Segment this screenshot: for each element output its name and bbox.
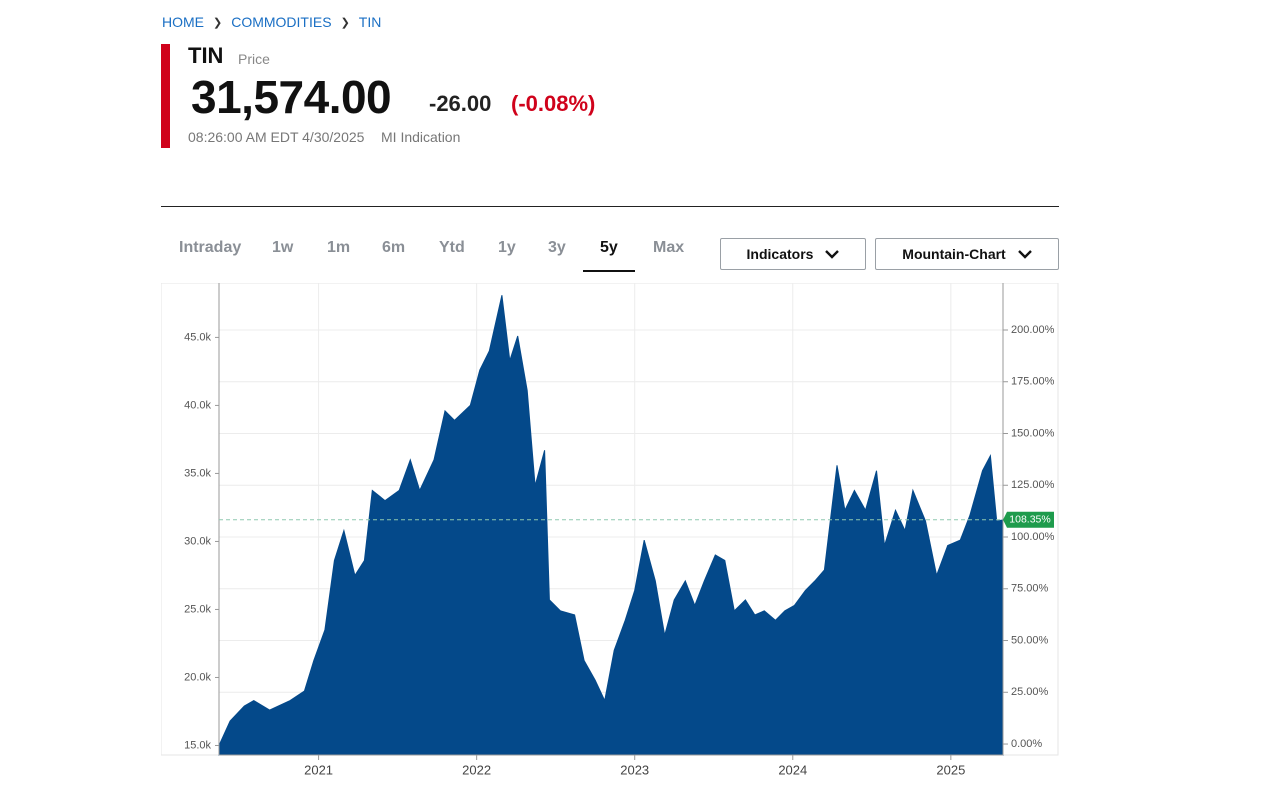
button-label: Mountain-Chart	[902, 246, 1006, 262]
change-percent: (-0.08%)	[511, 91, 596, 116]
sep: ❯	[213, 16, 223, 29]
price: 31,574.00	[191, 71, 392, 123]
divider	[161, 206, 1059, 207]
y2-tick-label: 200.00%	[1011, 324, 1055, 336]
y2-tick-label: 50.00%	[1011, 634, 1049, 646]
y2-tick-label: 25.00%	[1011, 686, 1049, 698]
tab[interactable]: Intraday	[179, 239, 242, 256]
current-label: 108.35%	[1009, 514, 1050, 526]
y-tick-label: 45.0k	[184, 331, 211, 343]
y-tick-label: 20.0k	[184, 671, 211, 683]
y-tick-label: 25.0k	[184, 603, 211, 615]
tab[interactable]: 3y	[548, 239, 566, 256]
y-tick-label: 40.0k	[184, 399, 211, 411]
x-tick-label: 2023	[620, 762, 649, 777]
sep: ❯	[340, 16, 350, 29]
accent-bar	[161, 44, 170, 148]
chevron	[825, 250, 840, 259]
y2-tick-label: 125.00%	[1011, 479, 1055, 491]
x-tick-label: 2024	[778, 762, 807, 777]
chart: 15.0k 20.0k 25.0k 30.0k 35.0k 40.0k 45.0k 0.00%…	[161, 283, 1059, 777]
chart-type-button[interactable]: Mountain-Chart	[875, 238, 1059, 270]
crumb[interactable]: HOME	[162, 14, 204, 30]
tab[interactable]: Max	[653, 239, 685, 256]
tab[interactable]: Ytd	[439, 239, 465, 256]
y2-tick-label: 100.00%	[1011, 531, 1055, 543]
y-tick-label: 35.0k	[184, 467, 211, 479]
tab[interactable]: 1w	[272, 239, 294, 256]
y2-tick-label: 0.00%	[1011, 738, 1042, 750]
button-label: Indicators	[746, 246, 814, 262]
tab[interactable]: 6m	[382, 239, 406, 256]
x-tick-label: 2021	[304, 762, 333, 777]
y-tick-label: 30.0k	[184, 535, 211, 547]
tab[interactable]: 1m	[327, 239, 351, 256]
crumb[interactable]: COMMODITIES	[231, 14, 332, 30]
tab-underline	[583, 270, 635, 272]
x-tick-label: 2022	[462, 762, 491, 777]
y2-tick-label: 150.00%	[1011, 427, 1055, 439]
area	[218, 295, 1004, 756]
x-tick-label: 2025	[936, 762, 965, 777]
y2-tick-label: 175.00%	[1011, 376, 1055, 388]
y-tick-label: 15.0k	[184, 739, 211, 751]
chevron	[1017, 250, 1032, 259]
source: MI Indication	[381, 129, 461, 145]
price-label: Price	[238, 51, 270, 67]
timestamp: 08:26:00 AM EDT 4/30/2025	[188, 129, 365, 145]
tab[interactable]: 1y	[498, 239, 516, 256]
tab[interactable]: 5y	[600, 239, 618, 256]
crumb[interactable]: TIN	[358, 14, 382, 30]
indicators-button[interactable]: Indicators	[720, 238, 866, 270]
change: -26.00	[429, 91, 492, 116]
breadcrumbs: HOME ❯ COMMODITIES ❯ TIN	[162, 14, 381, 30]
y2-tick-label: 75.00%	[1011, 583, 1049, 595]
symbol: TIN	[188, 43, 224, 68]
current-badge	[1003, 511, 1054, 528]
